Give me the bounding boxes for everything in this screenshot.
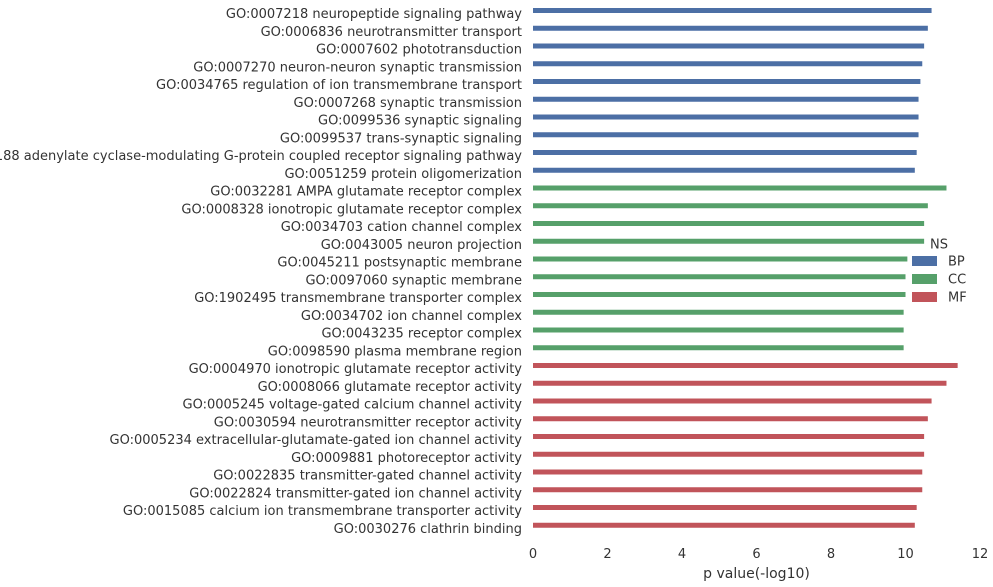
- category-label: GO:0008328 ionotropic glutamate receptor…: [181, 202, 522, 217]
- category-label: GO:0007268 synaptic transmission: [294, 96, 522, 111]
- bar-mf: [533, 398, 932, 404]
- legend-label-bp: BP: [948, 255, 965, 270]
- category-label: GO:0043235 receptor complex: [321, 327, 522, 342]
- category-label: GO:0005234 extracellular-glutamate-gated…: [110, 433, 523, 448]
- legend-label-mf: MF: [948, 291, 967, 306]
- bar-mf: [533, 363, 958, 368]
- category-label: GO:0045211 postsynaptic membrane: [277, 256, 522, 271]
- category-label: GO:0015085 calcium ion transmembrane tra…: [123, 504, 522, 519]
- x-axis: p value(-log10) 0 2 4 6 8 10 12: [529, 547, 988, 582]
- legend-swatch-bp: [912, 256, 937, 266]
- category-label: GO:0006836 neurotransmitter transport: [261, 25, 522, 40]
- category-label: GO:0005245 voltage-gated calcium channel…: [183, 398, 523, 413]
- category-label: GO:0030276 clathrin binding: [334, 522, 522, 537]
- x-tick-label: 4: [678, 547, 686, 562]
- bar-cc: [533, 274, 906, 280]
- bar-bp: [533, 79, 921, 84]
- category-label: GO:0004970 ionotropic glutamate receptor…: [189, 362, 523, 377]
- bar-bp: [533, 25, 928, 31]
- category-label: GO:0007602 phototransduction: [316, 43, 522, 58]
- bar-cc: [533, 309, 904, 315]
- category-label: GO:0097060 synaptic membrane: [305, 273, 522, 288]
- category-label: GO:0034702 ion channel complex: [301, 309, 522, 324]
- bar-bp: [533, 167, 915, 173]
- legend-swatch-mf: [912, 292, 937, 302]
- bar-mf: [533, 469, 923, 475]
- bar-bp: [533, 96, 919, 102]
- legend: NS BP CC MF: [912, 238, 967, 306]
- category-label: GO:0043005 neuron projection: [321, 238, 522, 253]
- bar-cc: [533, 256, 908, 262]
- x-tick-label: 6: [752, 547, 760, 562]
- category-label: GO:0034703 cation channel complex: [281, 220, 523, 235]
- category-labels: GO:0007218 neuropeptide signaling pathwa…: [0, 7, 522, 537]
- bar-bp: [533, 8, 932, 13]
- bar-bp: [533, 61, 923, 67]
- bar-mf: [533, 522, 915, 528]
- category-label: GO:0009881 photoreceptor activity: [291, 451, 522, 466]
- bar-cc: [533, 185, 947, 191]
- bars-layer: [533, 8, 958, 528]
- category-label: GO:0007188 adenylate cyclase-modulating …: [0, 149, 522, 164]
- bar-cc: [533, 203, 928, 209]
- x-tick-label: 12: [972, 547, 989, 562]
- bar-bp: [533, 132, 919, 138]
- category-label: GO:0022835 transmitter-gated channel act…: [213, 469, 522, 484]
- bar-cc: [533, 345, 904, 351]
- bar-cc: [533, 238, 925, 244]
- category-label: GO:0099536 synaptic signaling: [318, 114, 522, 129]
- bar-cc: [533, 327, 904, 333]
- x-tick-label: 8: [827, 547, 835, 562]
- bar-mf: [533, 487, 923, 493]
- category-label: GO:0007218 neuropeptide signaling pathwa…: [226, 7, 522, 22]
- category-label: GO:0098590 plasma membrane region: [268, 344, 522, 359]
- bar-mf: [533, 505, 917, 510]
- category-label: GO:0099537 trans-synaptic signaling: [280, 131, 522, 146]
- x-tick-label: 2: [603, 547, 611, 562]
- bar-cc: [533, 292, 906, 297]
- bar-mf: [533, 380, 947, 386]
- category-label: GO:0008066 glutamate receptor activity: [258, 380, 523, 395]
- category-label: GO:1902495 transmembrane transporter com…: [194, 291, 522, 306]
- legend-label-cc: CC: [948, 273, 966, 288]
- bar-mf: [533, 434, 925, 439]
- x-axis-label: p value(-log10): [703, 566, 810, 582]
- legend-swatch-cc: [912, 274, 937, 284]
- bar-mf: [533, 416, 928, 422]
- bar-bp: [533, 114, 919, 120]
- x-tick-label: 0: [529, 547, 537, 562]
- x-tick-label: 10: [897, 547, 914, 562]
- bar-mf: [533, 451, 925, 457]
- category-label: GO:0030594 neurotransmitter receptor act…: [214, 415, 523, 430]
- category-label: GO:0022824 transmitter-gated ion channel…: [189, 486, 522, 501]
- bar-bp: [533, 150, 917, 155]
- category-label: GO:0051259 protein oligomerization: [284, 167, 522, 182]
- legend-title: NS: [930, 238, 948, 253]
- bar-cc: [533, 221, 925, 226]
- category-label: GO:0034765 regulation of ion transmembra…: [156, 78, 522, 93]
- category-label: GO:0007270 neuron-neuron synaptic transm…: [193, 60, 522, 75]
- bar-bp: [533, 43, 925, 49]
- category-label: GO:0032281 AMPA glutamate receptor compl…: [210, 185, 522, 200]
